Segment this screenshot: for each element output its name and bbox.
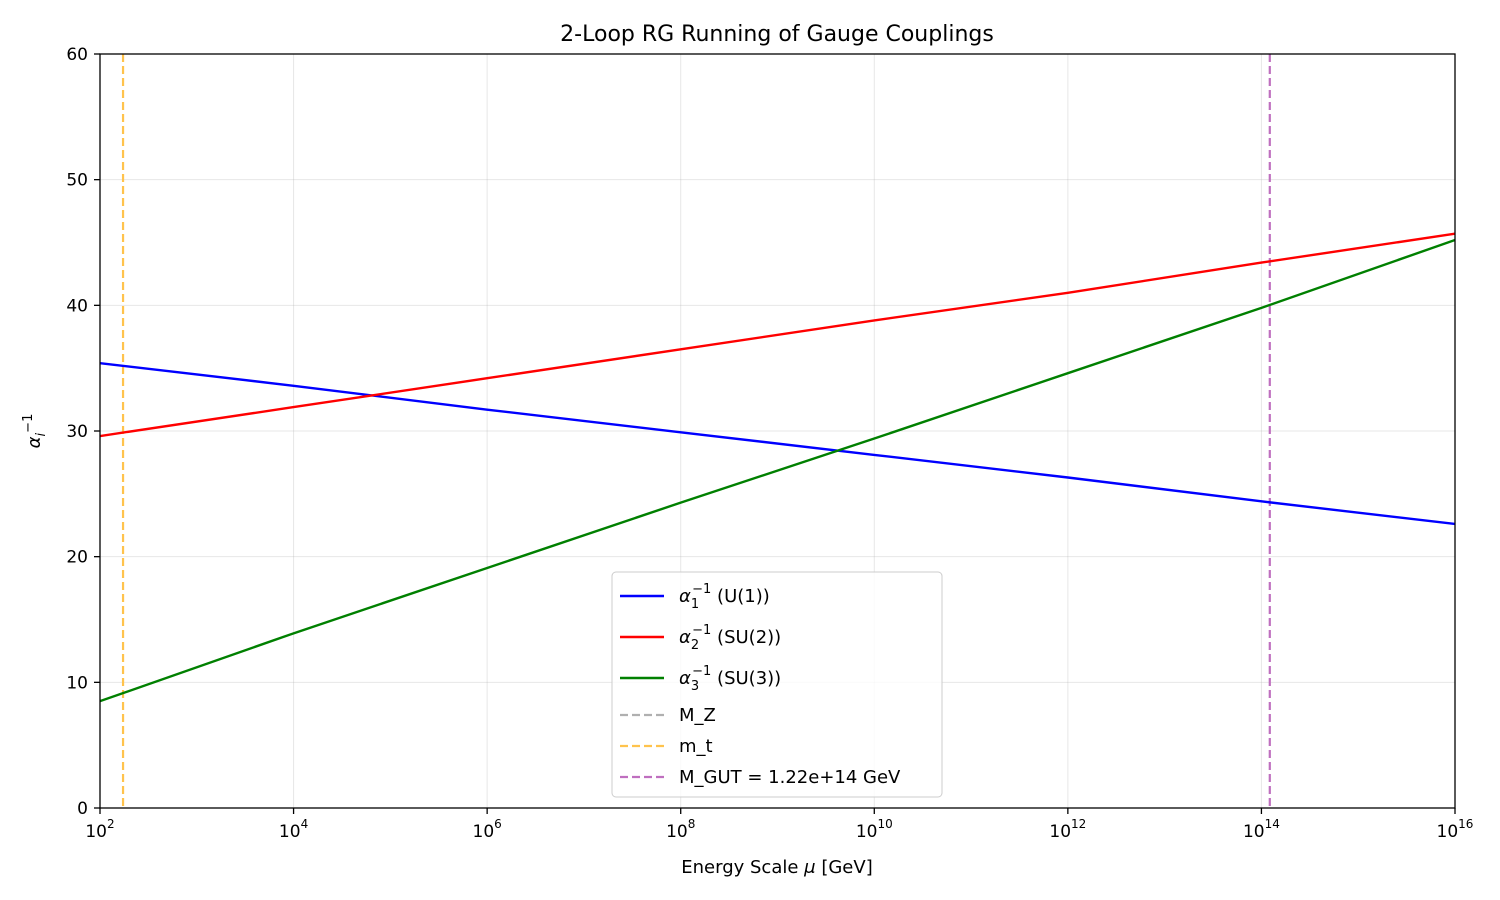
y-axis-ticks: 0 10 20 30 40 50 60 <box>66 45 100 819</box>
legend-box <box>611 571 943 798</box>
y-tick-label: 10 <box>66 673 88 693</box>
legend-label: α2−1 (SU(2)) <box>679 623 781 653</box>
legend-label: M_Z <box>679 705 716 726</box>
series-lines <box>100 232 1455 703</box>
x-tick-label: 102 <box>85 817 114 842</box>
x-tick-label: 1010 <box>856 817 893 842</box>
legend-label: α1−1 (U(1)) <box>679 582 770 612</box>
legend-label: α3−1 (SU(3)) <box>679 664 781 694</box>
legend-label: M_GUT = 1.22e+14 GeV <box>679 767 901 788</box>
x-tick-label: 108 <box>666 817 695 842</box>
y-axis-label: αi−1 <box>21 414 49 449</box>
y-tick-label: 60 <box>66 45 88 65</box>
x-tick-label: 1016 <box>1437 817 1474 842</box>
series-line-1 <box>100 361 1455 526</box>
y-tick-label: 20 <box>66 548 88 568</box>
x-tick-label: 1014 <box>1243 817 1280 842</box>
y-tick-label: 50 <box>66 171 88 191</box>
x-tick-label: 104 <box>279 817 308 842</box>
x-axis-label: Energy Scale μ [GeV] <box>681 857 872 878</box>
x-tick-label: 1012 <box>1049 817 1086 842</box>
chart-title: 2-Loop RG Running of Gauge Couplings <box>560 22 994 47</box>
series-line-2 <box>100 232 1455 438</box>
y-tick-label: 0 <box>77 799 88 819</box>
reference-lines <box>121 54 1271 808</box>
y-tick-label: 30 <box>66 422 88 442</box>
series-line-3 <box>100 238 1455 703</box>
y-tick-label: 40 <box>66 296 88 316</box>
x-axis-ticks: 102 104 106 108 1010 1012 1014 1016 <box>85 808 1473 842</box>
legend: α1−1 (U(1)) α2−1 (SU(2)) α3−1 (SU(3)) M_Z m_… <box>611 571 943 798</box>
legend-label: m_t <box>679 736 713 757</box>
x-tick-label: 106 <box>473 817 502 842</box>
